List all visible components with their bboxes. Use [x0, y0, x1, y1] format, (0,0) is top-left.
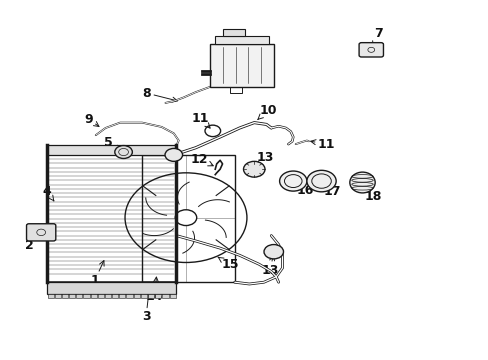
Bar: [229, 87, 242, 93]
Bar: [98, 294, 104, 298]
Bar: [55, 294, 61, 298]
Bar: [126, 294, 132, 298]
Circle shape: [306, 170, 335, 192]
Text: 13: 13: [256, 151, 273, 167]
Text: 5: 5: [103, 136, 120, 150]
Bar: [47, 282, 176, 294]
Bar: [69, 294, 75, 298]
Bar: [141, 294, 147, 298]
FancyBboxPatch shape: [26, 224, 56, 241]
FancyBboxPatch shape: [358, 42, 383, 57]
Bar: [47, 155, 176, 282]
Circle shape: [175, 210, 196, 226]
Bar: [119, 294, 125, 298]
Bar: [210, 44, 273, 87]
Bar: [83, 294, 89, 298]
Bar: [142, 155, 234, 282]
Bar: [112, 294, 118, 298]
Text: 18: 18: [364, 185, 381, 203]
Bar: [155, 294, 161, 298]
Text: 3: 3: [142, 291, 151, 324]
Circle shape: [115, 145, 132, 158]
Text: 14: 14: [146, 277, 163, 303]
Bar: [47, 294, 54, 298]
Text: 8: 8: [142, 87, 177, 102]
Ellipse shape: [349, 172, 374, 193]
Circle shape: [164, 148, 182, 161]
Text: 11: 11: [310, 138, 334, 150]
Bar: [222, 29, 244, 36]
Bar: [169, 294, 175, 298]
Text: 15: 15: [218, 257, 238, 271]
Text: 1: 1: [90, 261, 104, 287]
Text: 11: 11: [191, 112, 210, 128]
Text: 2: 2: [24, 235, 39, 252]
Text: 9: 9: [84, 113, 99, 126]
Bar: [215, 36, 268, 44]
Text: 7: 7: [372, 27, 382, 46]
Circle shape: [279, 171, 306, 191]
Bar: [62, 294, 68, 298]
Text: 13: 13: [261, 256, 279, 277]
Bar: [133, 294, 140, 298]
Bar: [105, 294, 111, 298]
Bar: [162, 294, 168, 298]
Bar: [148, 294, 154, 298]
Text: 12: 12: [190, 153, 213, 166]
Circle shape: [264, 244, 283, 259]
Text: 16: 16: [293, 181, 313, 197]
Text: 10: 10: [257, 104, 276, 120]
Bar: [47, 145, 176, 155]
Bar: [90, 294, 97, 298]
Text: 4: 4: [42, 185, 54, 201]
Text: 17: 17: [322, 182, 340, 198]
Circle shape: [243, 161, 264, 177]
Text: 6: 6: [244, 42, 268, 58]
Bar: [76, 294, 82, 298]
